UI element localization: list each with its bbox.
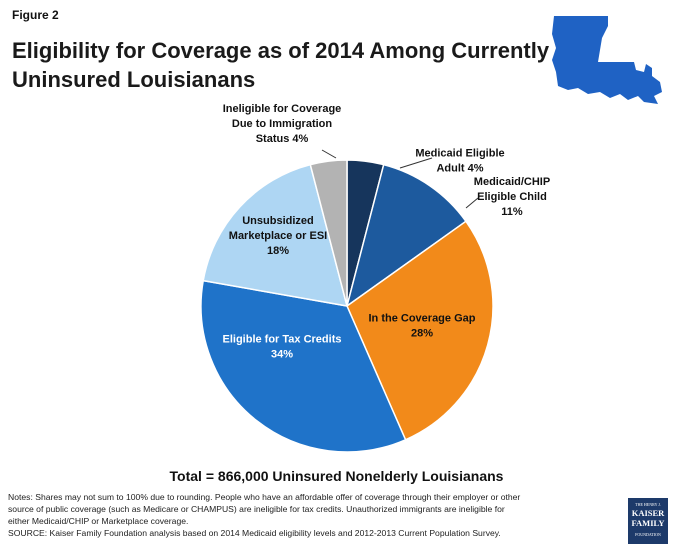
slice-label-2: Medicaid/CHIP Eligible Child 11%: [474, 176, 550, 218]
pie-slice-4: [200, 279, 407, 453]
pie-slice-5: [202, 163, 349, 307]
slice-label-4-line-1: Eligible for Tax Credits: [223, 334, 342, 346]
pie-slices: [200, 159, 494, 453]
slice-label-2-line-3: 11%: [501, 206, 523, 218]
slice-label-5-line-2: Marketplace or ESI: [229, 230, 327, 242]
slice-label-5-line-1: Unsubsidized: [242, 215, 314, 227]
leader-line-2: [465, 197, 479, 209]
slice-label-6-line-3: Status 4%: [256, 133, 309, 145]
logo-line-1: THE HENRY J.: [635, 502, 661, 507]
logo-line-2: KAISER: [631, 508, 665, 518]
chart-title-line-2: Uninsured Louisianans: [12, 67, 256, 92]
slice-label-6-line-2: Due to Immigration: [232, 118, 333, 130]
logo-line-4: FOUNDATION: [635, 532, 661, 537]
leader-line-6: [321, 149, 337, 159]
slice-label-3: In the Coverage Gap 28%: [369, 313, 476, 340]
louisiana-map-icon: [552, 16, 662, 104]
source-line: SOURCE: Kaiser Family Foundation analysi…: [8, 528, 501, 538]
chart-title-line-1: Eligibility for Coverage as of 2014 Amon…: [12, 38, 550, 63]
slice-label-1-line-1: Medicaid Eligible: [415, 148, 504, 160]
slice-label-2-line-2: Eligible Child: [477, 191, 547, 203]
notes: Notes: Shares may not sum to 100% due to…: [8, 491, 628, 539]
slice-label-1-line-2: Adult 4%: [436, 163, 483, 175]
figure-label: Figure 2: [12, 8, 59, 22]
slice-label-5: Unsubsidized Marketplace or ESI 18%: [229, 215, 327, 257]
chart-title: Eligibility for Coverage as of 2014 Amon…: [12, 36, 552, 94]
slice-label-3-line-1: In the Coverage Gap: [369, 313, 476, 325]
pie-slice-2: [345, 163, 467, 308]
slice-label-1: Medicaid Eligible Adult 4%: [415, 148, 504, 175]
slice-label-4-line-2: 34%: [271, 349, 293, 361]
pie-slice-3: [346, 220, 494, 441]
logo-line-3: FAMILY: [631, 518, 665, 528]
pie-slice-6: [309, 159, 348, 307]
notes-line-3: either Medicaid/CHIP or Marketplace cove…: [8, 516, 189, 526]
notes-line-2: source of public coverage (such as Medic…: [8, 504, 505, 514]
slice-label-6: Ineligible for Coverage Due to Immigratio…: [223, 103, 342, 145]
leader-line-1: [399, 157, 433, 169]
notes-line-1: Notes: Shares may not sum to 100% due to…: [8, 492, 521, 502]
slice-label-5-line-3: 18%: [267, 245, 289, 257]
slice-label-4: Eligible for Tax Credits 34%: [223, 334, 342, 361]
leader-lines: [321, 149, 479, 209]
kff-logo: THE HENRY J. KAISER FAMILY FOUNDATION: [628, 498, 668, 544]
slice-label-3-line-2: 28%: [411, 328, 433, 340]
louisiana-shape: [552, 16, 662, 104]
total-label: Total = 866,000 Uninsured Nonelderly Lou…: [169, 468, 504, 484]
slice-label-6-line-1: Ineligible for Coverage: [223, 103, 342, 115]
slice-label-2-line-1: Medicaid/CHIP: [474, 176, 550, 188]
pie-chart: Medicaid Eligible Adult 4%Medicaid/CHIP El…: [200, 103, 551, 453]
slice-labels: Medicaid Eligible Adult 4%Medicaid/CHIP El…: [223, 103, 551, 361]
